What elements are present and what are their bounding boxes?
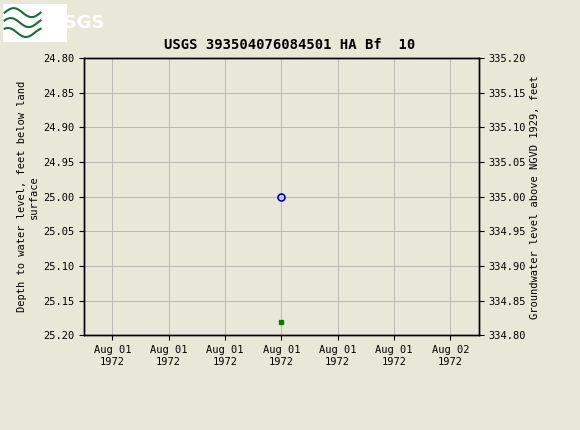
Text: USGS 393504076084501 HA Bf  10: USGS 393504076084501 HA Bf 10 [164,38,416,52]
Y-axis label: Depth to water level, feet below land
surface: Depth to water level, feet below land su… [17,81,39,312]
Bar [3,3,67,42]
Y-axis label: Groundwater level above NGVD 1929, feet: Groundwater level above NGVD 1929, feet [530,75,540,319]
Text: USGS: USGS [49,14,104,31]
